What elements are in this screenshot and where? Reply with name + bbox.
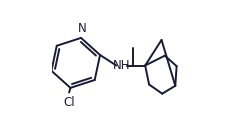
Text: N: N xyxy=(78,22,87,35)
Text: Cl: Cl xyxy=(63,96,75,109)
Text: NH: NH xyxy=(113,59,130,72)
